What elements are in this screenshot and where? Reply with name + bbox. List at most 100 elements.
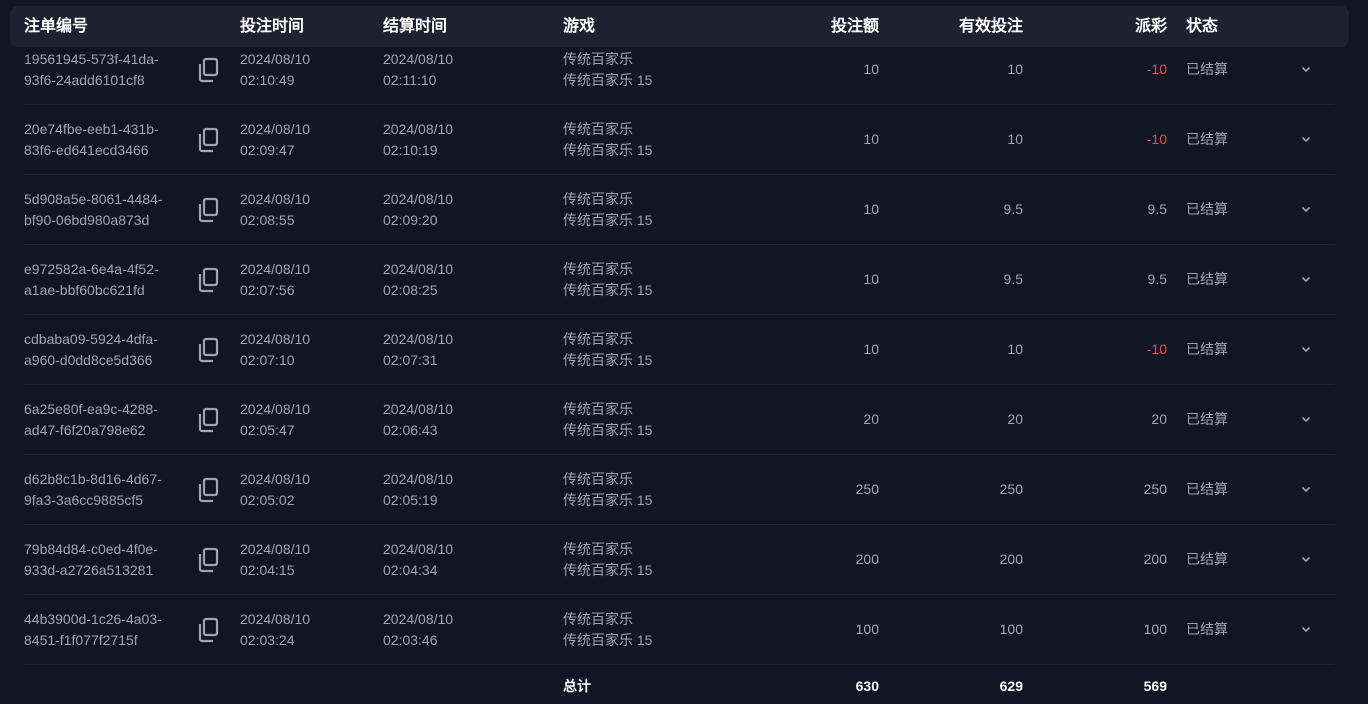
total-label: 总计 [563, 678, 591, 694]
bet-date: 2024/08/10 [240, 121, 311, 137]
game: 传统百家乐 传统百家乐 15 [563, 189, 652, 231]
table-row[interactable]: 44b3900d-1c26-4a03- 8451-f1f077f2715f 202… [0, 595, 1368, 665]
settle-date: 2024/08/10 [383, 191, 454, 207]
bet-clock: 02:03:24 [240, 632, 295, 648]
order-id-line1: 19561945-573f-41da- [24, 51, 159, 67]
game: 传统百家乐 传统百家乐 15 [563, 539, 652, 581]
settle-date: 2024/08/10 [383, 541, 454, 557]
order-id-line2: a960-d0dd8ce5d366 [24, 352, 153, 368]
order-id-line2: 83f6-ed641ecd3466 [24, 142, 149, 158]
chevron-down-icon[interactable] [1299, 132, 1313, 146]
col-valid-bet: 有效投注 [958, 18, 1023, 35]
chevron-down-icon[interactable] [1299, 342, 1313, 356]
total-row: 总计 630 629 569 [0, 676, 1368, 698]
status-badge: 已结算 [1186, 61, 1228, 77]
bet-clock: 02:07:56 [240, 282, 295, 298]
valid-bet: 9.5 [1003, 271, 1023, 287]
bet-clock: 02:08:55 [240, 212, 295, 228]
bet-amount: 20 [863, 411, 879, 427]
col-order-id: 注单编号 [24, 18, 89, 35]
copy-icon[interactable] [198, 477, 220, 503]
settle-date: 2024/08/10 [383, 611, 454, 627]
chevron-down-icon[interactable] [1299, 552, 1313, 566]
bet-date: 2024/08/10 [240, 471, 311, 487]
order-id-line1: 5d908a5e-8061-4484- [24, 191, 163, 207]
table-row[interactable]: 5d908a5e-8061-4484- bf90-06bd980a873d 202… [0, 175, 1368, 245]
settle-time: 2024/08/10 02:06:43 [383, 399, 453, 441]
order-id-line1: 44b3900d-1c26-4a03- [24, 611, 162, 627]
row-divider [24, 524, 1335, 525]
table-row[interactable]: 20e74fbe-eeb1-431b- 83f6-ed641ecd3466 202… [0, 105, 1368, 175]
copy-icon[interactable] [198, 57, 220, 83]
bet-amount: 10 [863, 341, 879, 357]
table-row[interactable]: 6a25e80f-ea9c-4288- ad47-f6f20a798e62 202… [0, 385, 1368, 455]
copy-icon[interactable] [198, 197, 220, 223]
col-game: 游戏 [563, 18, 596, 35]
settle-clock: 02:03:46 [383, 632, 438, 648]
table-row[interactable]: d62b8c1b-8d16-4d67- 9fa3-3a6cc9885cf5 202… [0, 455, 1368, 525]
copy-icon[interactable] [198, 337, 220, 363]
row-divider [24, 104, 1335, 105]
game-table: 传统百家乐 15 [563, 212, 653, 228]
chevron-down-icon[interactable] [1299, 62, 1313, 76]
bet-amount: 10 [863, 131, 879, 147]
chevron-down-icon[interactable] [1299, 202, 1313, 216]
status-badge: 已结算 [1186, 271, 1228, 287]
bet-time: 2024/08/10 02:05:47 [240, 399, 310, 441]
table-row[interactable]: e972582a-6e4a-4f52- a1ae-bbf60bc621fd 202… [0, 245, 1368, 315]
settle-clock: 02:04:34 [383, 562, 438, 578]
status-badge: 已结算 [1186, 341, 1228, 357]
status-badge: 已结算 [1186, 481, 1228, 497]
col-bet-time: 投注时间 [240, 18, 305, 35]
bet-date: 2024/08/10 [240, 191, 311, 207]
chevron-down-icon[interactable] [1299, 272, 1313, 286]
bet-date: 2024/08/10 [240, 401, 311, 417]
bet-amount: 250 [855, 481, 879, 497]
settle-time: 2024/08/10 02:05:19 [383, 469, 453, 511]
game-name: 传统百家乐 [563, 401, 633, 417]
status-badge: 已结算 [1186, 551, 1228, 567]
bet-date: 2024/08/10 [240, 611, 311, 627]
table-row[interactable]: cdbaba09-5924-4dfa-a960-d0dd8ce5d366 202… [0, 315, 1368, 385]
copy-icon[interactable] [198, 127, 220, 153]
game-name: 传统百家乐 [563, 541, 633, 557]
copy-icon[interactable] [198, 267, 220, 293]
bet-amount: 10 [863, 201, 879, 217]
payout: 250 [1143, 481, 1167, 497]
valid-bet: 10 [1007, 341, 1023, 357]
game-table: 传统百家乐 15 [563, 142, 653, 158]
col-payout: 派彩 [1134, 18, 1167, 35]
row-divider [24, 594, 1335, 595]
bet-clock: 02:04:15 [240, 562, 295, 578]
chevron-down-icon[interactable] [1299, 622, 1313, 636]
game: 传统百家乐 传统百家乐 15 [563, 259, 652, 301]
row-divider [24, 314, 1335, 315]
game-name: 传统百家乐 [563, 261, 633, 277]
settle-clock: 02:07:31 [383, 352, 438, 368]
copy-icon[interactable] [198, 547, 220, 573]
row-divider [24, 244, 1335, 245]
game-table: 传统百家乐 15 [563, 72, 653, 88]
payout: 9.5 [1147, 271, 1167, 287]
game-table: 传统百家乐 15 [563, 492, 653, 508]
valid-bet: 100 [999, 621, 1023, 637]
game-table: 传统百家乐 15 [563, 422, 653, 438]
col-status: 状态 [1186, 18, 1219, 35]
chevron-down-icon[interactable] [1299, 482, 1313, 496]
valid-bet: 10 [1007, 61, 1023, 77]
total-payout: 569 [1143, 678, 1167, 694]
table-row[interactable]: 19561945-573f-41da- 93f6-24add6101cf8 202… [0, 35, 1368, 105]
bet-date: 2024/08/10 [240, 331, 311, 347]
table-row[interactable]: 79b84d84-c0ed-4f0e- 933d-a2726a513281 202… [0, 525, 1368, 595]
valid-bet: 200 [999, 551, 1023, 567]
copy-icon[interactable] [198, 407, 220, 433]
chevron-down-icon[interactable] [1299, 412, 1313, 426]
game: 传统百家乐传统百家乐 15 [563, 399, 652, 441]
order-id: 19561945-573f-41da- 93f6-24add6101cf8 [24, 49, 159, 91]
order-id: d62b8c1b-8d16-4d67- 9fa3-3a6cc9885cf5 [24, 469, 162, 511]
order-id-line1: cdbaba09-5924-4dfa- [24, 331, 158, 347]
valid-bet: 250 [999, 481, 1023, 497]
total-valid: 629 [999, 678, 1023, 694]
game: 传统百家乐 传统百家乐 15 [563, 469, 652, 511]
copy-icon[interactable] [198, 617, 220, 643]
